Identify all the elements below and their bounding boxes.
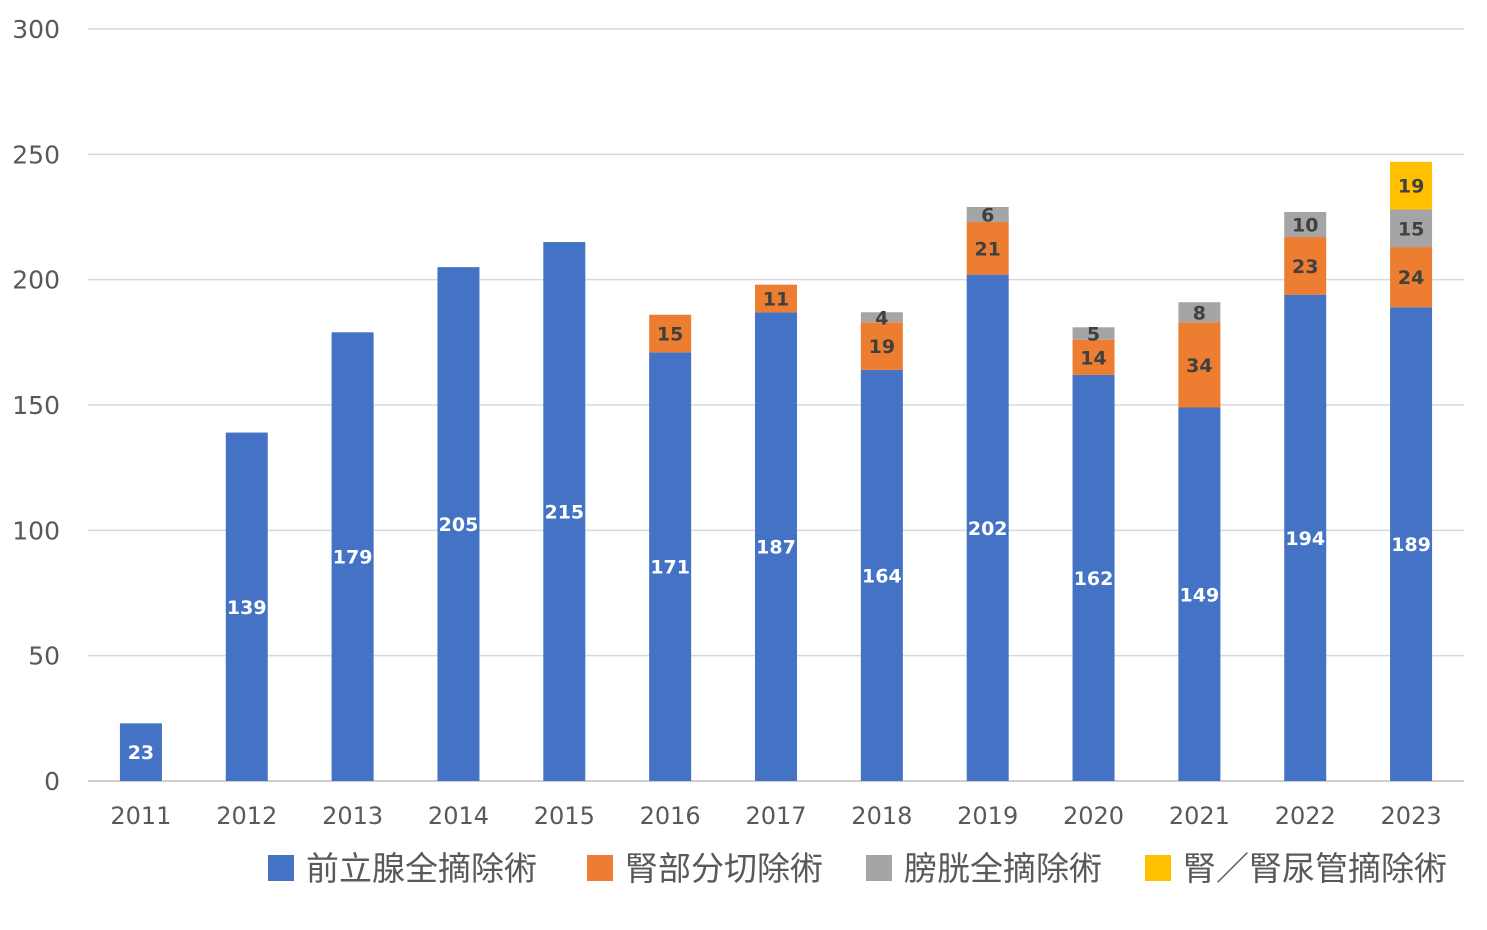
bar-segment-3	[860, 312, 903, 323]
y-tick-label: 50	[28, 642, 60, 671]
bar-segment-1	[437, 267, 480, 782]
data-label: 14	[1080, 347, 1106, 369]
data-label: 19	[869, 336, 895, 358]
data-label: 171	[650, 557, 690, 579]
data-label: 205	[439, 514, 479, 536]
bar-segment-3	[1178, 302, 1221, 323]
bar-segment-2	[1072, 339, 1115, 375]
bars	[119, 161, 1433, 782]
x-tick-label: 2014	[428, 802, 489, 830]
x-tick-label: 2019	[957, 802, 1018, 830]
data-label: 149	[1180, 584, 1220, 606]
legend-swatch	[866, 855, 892, 881]
data-label: 10	[1292, 215, 1318, 237]
data-label: 164	[862, 565, 902, 587]
data-label: 15	[657, 324, 683, 346]
legend-swatch	[268, 855, 294, 881]
data-label: 19	[1398, 176, 1424, 198]
data-labels: 2313917920521517115187111641942022161621…	[128, 176, 1431, 765]
legend-label: 腎／腎尿管摘除術	[1183, 849, 1447, 888]
x-axis-ticks: 2011 2012 2013 2014 2015 2016 2017 2018 2019 2020…	[110, 802, 1441, 830]
bar-segment-2	[860, 322, 903, 370]
bar-segment-1	[331, 332, 374, 781]
x-tick-label: 2020	[1063, 802, 1124, 830]
bar-segment-4	[1390, 161, 1433, 210]
bar-segment-1	[860, 369, 903, 781]
data-label: 179	[333, 547, 373, 569]
y-tick-label: 200	[12, 266, 60, 295]
y-tick-label: 100	[12, 516, 60, 545]
legend-swatch	[587, 855, 613, 881]
data-label: 162	[1074, 568, 1114, 590]
legend-swatch	[1145, 855, 1171, 881]
x-tick-label: 2015	[534, 802, 595, 830]
x-tick-label: 2012	[216, 802, 277, 830]
y-tick-label: 300	[12, 15, 60, 44]
y-tick-label: 250	[12, 140, 60, 169]
data-label: 15	[1398, 218, 1424, 240]
bar-segment-2	[755, 284, 797, 313]
data-label: 21	[974, 238, 1000, 260]
bar-segment-3	[1390, 209, 1433, 248]
data-label: 34	[1186, 355, 1212, 377]
bar-segment-1	[755, 312, 797, 781]
bar-segment-2	[966, 222, 1009, 275]
bar-segment-1	[966, 274, 1009, 781]
bar-segment-1	[649, 352, 692, 781]
data-label: 189	[1391, 534, 1431, 556]
data-label: 11	[763, 288, 789, 310]
bar-segment-2	[649, 314, 692, 353]
x-tick-label: 2018	[851, 802, 912, 830]
bar-segment-1	[1178, 407, 1221, 781]
data-label: 6	[981, 204, 994, 226]
y-tick-label: 150	[12, 391, 60, 420]
bar-segment-2	[1284, 237, 1327, 295]
bar-segment-1	[543, 242, 586, 782]
data-label: 202	[968, 518, 1008, 540]
data-label: 187	[756, 537, 796, 559]
bar-segment-3	[1284, 211, 1327, 238]
y-axis-ticks: 0 50 100 150 200 250 300	[12, 15, 60, 796]
data-label: 8	[1193, 302, 1206, 324]
data-label: 24	[1398, 267, 1424, 289]
x-tick-label: 2017	[745, 802, 806, 830]
bar-segment-1	[1284, 294, 1327, 781]
y-tick-label: 0	[44, 767, 60, 796]
x-tick-label: 2013	[322, 802, 383, 830]
data-label: 215	[544, 502, 584, 524]
x-tick-label: 2021	[1169, 802, 1230, 830]
legend: 前立腺全摘除術 腎部分切除術 膀胱全摘除術 腎／腎尿管摘除術	[268, 849, 1447, 888]
x-tick-label: 2022	[1275, 802, 1336, 830]
data-label: 23	[1292, 256, 1318, 278]
bar-segment-1	[1072, 374, 1115, 781]
data-label: 5	[1087, 324, 1100, 346]
bar-segment-3	[1072, 327, 1115, 340]
legend-label: 腎部分切除術	[625, 849, 823, 888]
data-label: 4	[875, 307, 888, 329]
bar-segment-1	[225, 432, 268, 781]
x-tick-label: 2011	[110, 802, 171, 830]
bar-segment-2	[1178, 322, 1221, 408]
legend-label: 膀胱全摘除術	[904, 849, 1102, 888]
x-tick-label: 2016	[640, 802, 701, 830]
data-label: 139	[227, 597, 267, 619]
bar-segment-1	[1390, 307, 1433, 781]
data-label: 194	[1285, 528, 1325, 550]
bar-segment-3	[966, 206, 1009, 223]
bar-segment-2	[1390, 247, 1433, 308]
bar-segment-1	[119, 723, 162, 781]
legend-label: 前立腺全摘除術	[306, 849, 537, 888]
data-label: 23	[128, 742, 154, 764]
x-tick-label: 2023	[1381, 802, 1442, 830]
